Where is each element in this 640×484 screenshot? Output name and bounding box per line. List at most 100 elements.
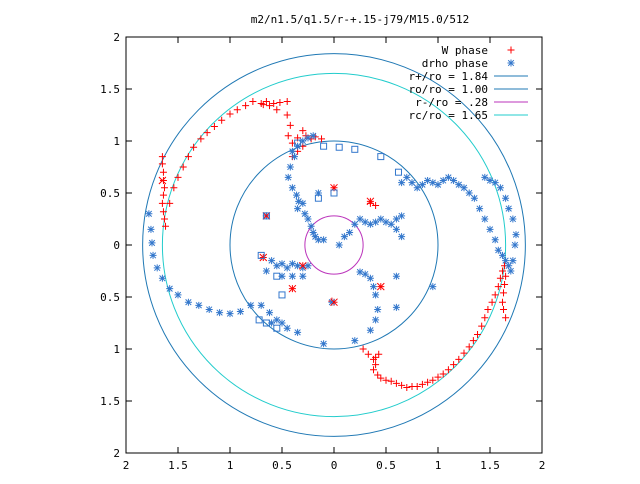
plus-marker [370, 366, 378, 374]
plus-marker [299, 127, 307, 135]
x-tick-label: 1.5 [168, 459, 188, 472]
x-tick-label: 2 [539, 459, 546, 472]
plus-marker [276, 99, 284, 107]
reference-circles [142, 53, 526, 437]
star-marker [288, 260, 296, 268]
star-marker [361, 218, 369, 226]
plus-marker [162, 222, 170, 230]
star-marker [273, 262, 281, 270]
star-marker [366, 326, 374, 334]
star-marker [509, 257, 517, 265]
star-marker [184, 298, 192, 306]
plus-marker [259, 101, 267, 109]
star-marker [205, 305, 213, 313]
star-marker [299, 272, 307, 280]
star-marker [166, 285, 174, 293]
plus-marker [233, 106, 241, 114]
plus-marker [382, 376, 390, 384]
box-marker [320, 142, 328, 150]
star-marker [216, 309, 224, 317]
plus-marker [429, 376, 437, 384]
star-marker [288, 272, 296, 280]
plus-marker [488, 298, 496, 306]
plus-marker [364, 350, 372, 358]
plus-marker [424, 378, 432, 386]
plus-marker [450, 361, 458, 369]
star-marker [374, 305, 382, 313]
box-marker [273, 272, 281, 280]
star-marker [496, 184, 504, 192]
box-marker [394, 168, 402, 176]
y-tick-label: 2 [113, 447, 120, 460]
y-tick-label: 1 [113, 343, 120, 356]
star-marker [491, 179, 499, 187]
plus-marker [242, 102, 250, 110]
plus-marker [158, 153, 166, 161]
star-marker [288, 184, 296, 192]
x-tick-label: 0 [331, 459, 338, 472]
x-marker [259, 253, 268, 262]
star-marker [278, 319, 286, 327]
x-marker [330, 298, 338, 307]
plus-marker [226, 110, 234, 118]
star-marker [257, 301, 265, 309]
data-markers [145, 97, 520, 391]
star-marker [278, 260, 286, 268]
x-marker [366, 197, 375, 206]
star-marker [429, 179, 437, 187]
plus-marker [377, 374, 385, 382]
star-marker [372, 316, 380, 324]
star-marker [450, 177, 458, 185]
x-marker [288, 284, 297, 293]
plus-marker [498, 298, 506, 306]
star-marker [290, 153, 298, 161]
y-tick-label: 0.5 [100, 291, 120, 304]
star-marker [304, 262, 312, 270]
plus-marker [500, 305, 508, 313]
star-marker [509, 215, 517, 223]
plus-marker [266, 102, 274, 110]
star-marker [335, 241, 343, 249]
plus-marker [501, 281, 509, 289]
star-marker [366, 274, 374, 282]
plus-marker [469, 337, 477, 345]
star-marker [284, 173, 292, 181]
star-marker [392, 272, 400, 280]
star-marker [346, 229, 354, 237]
star-marker [320, 236, 328, 244]
star-marker [382, 218, 390, 226]
star-marker [361, 270, 369, 278]
star-marker [351, 220, 359, 228]
star-marker [470, 194, 478, 202]
plus-marker [372, 201, 380, 209]
plus-marker [374, 371, 382, 379]
star-marker [299, 264, 307, 272]
plus-marker [481, 314, 489, 322]
star-marker [398, 212, 406, 220]
plus-marker [387, 377, 395, 385]
plus-marker [210, 122, 218, 130]
plus-marker [262, 97, 270, 105]
plus-marker [372, 353, 380, 361]
star-marker [266, 309, 274, 317]
plus-marker [170, 184, 178, 192]
star-marker [372, 291, 380, 299]
plus-marker [474, 330, 482, 338]
legend-swatch [507, 46, 515, 54]
plus-marker [496, 274, 504, 282]
star-marker [283, 264, 291, 272]
star-marker [507, 267, 515, 275]
plus-marker [434, 373, 442, 381]
star-marker [304, 134, 312, 142]
star-marker [356, 215, 364, 223]
box-marker [377, 153, 385, 161]
plus-marker [455, 355, 463, 363]
plus-marker [174, 173, 182, 181]
chart-title: m2/n1.5/q1.5/r-+.15-j79/M15.0/512 [251, 13, 470, 26]
y-tick-label: 2 [113, 31, 120, 44]
x-tick-label: 0.5 [272, 459, 292, 472]
star-marker [294, 205, 302, 213]
